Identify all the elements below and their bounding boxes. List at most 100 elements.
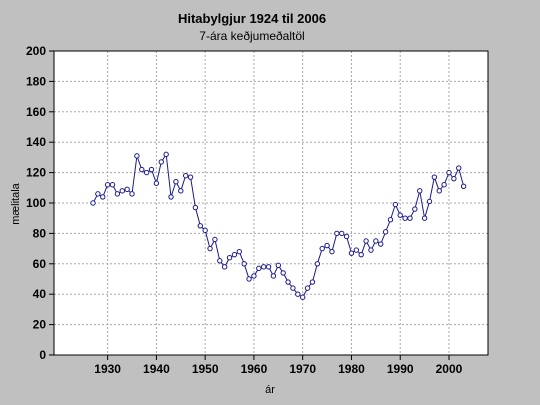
x-axis-label: ár	[265, 384, 275, 396]
y-tick-label: 160	[26, 105, 46, 119]
chart-subtitle: 7-ára keðjumeðaltöl	[199, 29, 304, 43]
data-point	[148, 166, 155, 173]
data-point	[100, 194, 106, 200]
data-point	[207, 245, 213, 252]
data-point	[95, 191, 101, 197]
x-tick-label: 1940	[143, 362, 170, 376]
data-point	[456, 165, 462, 171]
data-point	[304, 285, 311, 291]
x-tick-label: 1980	[338, 362, 365, 376]
data-point	[343, 233, 350, 240]
x-tick-label: 2000	[436, 362, 463, 376]
y-tick-label: 180	[26, 74, 46, 88]
data-point	[382, 229, 389, 235]
data-point	[441, 182, 447, 188]
data-point	[392, 201, 399, 208]
data-point	[290, 285, 296, 291]
data-point	[221, 264, 228, 270]
y-axis-label: mælitala	[10, 182, 22, 224]
data-point	[329, 248, 335, 255]
data-point	[353, 247, 360, 253]
data-point	[256, 265, 262, 272]
y-tick-label: 200	[26, 44, 46, 58]
data-point	[314, 261, 321, 267]
y-tick-label: 100	[26, 196, 46, 210]
data-point	[324, 242, 330, 249]
data-point	[402, 215, 408, 221]
y-tick-label: 40	[33, 287, 47, 301]
x-tick-label: 1950	[192, 362, 219, 376]
data-point	[363, 238, 369, 244]
data-point	[124, 186, 130, 193]
data-point	[295, 291, 301, 297]
data-point	[158, 159, 164, 165]
data-point	[246, 276, 252, 282]
data-point	[285, 279, 291, 285]
data-points	[90, 151, 467, 300]
data-point	[173, 179, 179, 185]
data-point	[339, 230, 345, 237]
data-point	[134, 153, 140, 159]
data-point	[163, 151, 169, 158]
data-point	[309, 279, 316, 285]
data-point	[446, 169, 452, 176]
data-point	[275, 262, 282, 269]
data-point	[358, 251, 364, 258]
data-point	[270, 273, 277, 279]
data-point	[460, 183, 467, 189]
data-point	[241, 261, 247, 267]
data-point	[178, 188, 184, 194]
data-point	[104, 182, 111, 188]
y-tick-label: 120	[26, 166, 46, 180]
y-tick-label: 140	[26, 135, 46, 149]
x-tick-label: 1970	[289, 362, 316, 376]
y-tick-label: 0	[39, 348, 46, 362]
data-point	[348, 250, 355, 256]
data-point	[431, 174, 438, 180]
data-point	[109, 182, 116, 188]
data-point	[436, 188, 442, 194]
data-point	[129, 191, 135, 197]
data-point	[397, 212, 403, 218]
data-point	[119, 188, 125, 194]
data-point	[373, 238, 379, 244]
data-point	[421, 215, 428, 221]
data-point	[426, 198, 433, 205]
data-point	[231, 251, 238, 258]
data-point	[182, 172, 189, 179]
data-point	[226, 255, 233, 261]
data-point	[217, 258, 223, 264]
data-point	[280, 270, 286, 276]
data-point	[114, 191, 121, 197]
data-point	[202, 227, 208, 234]
data-point	[251, 273, 257, 279]
data-point	[192, 204, 199, 211]
x-tick-label: 1960	[241, 362, 268, 376]
data-point	[197, 223, 203, 229]
data-point	[139, 166, 145, 173]
data-point	[407, 215, 413, 221]
y-tick-label: 20	[33, 318, 47, 332]
data-point	[187, 174, 194, 180]
y-axis-ticks: 0 20 40 60 80 100 120 140 160 180 200	[26, 44, 54, 362]
data-point	[368, 247, 374, 253]
data-point	[153, 180, 160, 186]
chart-title: Hitabylgjur 1924 til 2006	[178, 11, 326, 26]
data-point	[260, 264, 267, 270]
data-point	[90, 200, 96, 206]
data-point	[212, 236, 218, 243]
data-point	[299, 294, 306, 300]
data-point	[412, 206, 418, 212]
x-tick-label: 1990	[387, 362, 414, 376]
data-point	[236, 248, 243, 255]
data-point	[417, 188, 423, 194]
plot-border	[53, 50, 489, 356]
data-point	[319, 245, 325, 252]
y-tick-label: 80	[33, 226, 47, 240]
data-point	[387, 217, 394, 223]
grid	[54, 51, 488, 355]
data-point	[168, 194, 174, 200]
data-point	[143, 169, 150, 176]
